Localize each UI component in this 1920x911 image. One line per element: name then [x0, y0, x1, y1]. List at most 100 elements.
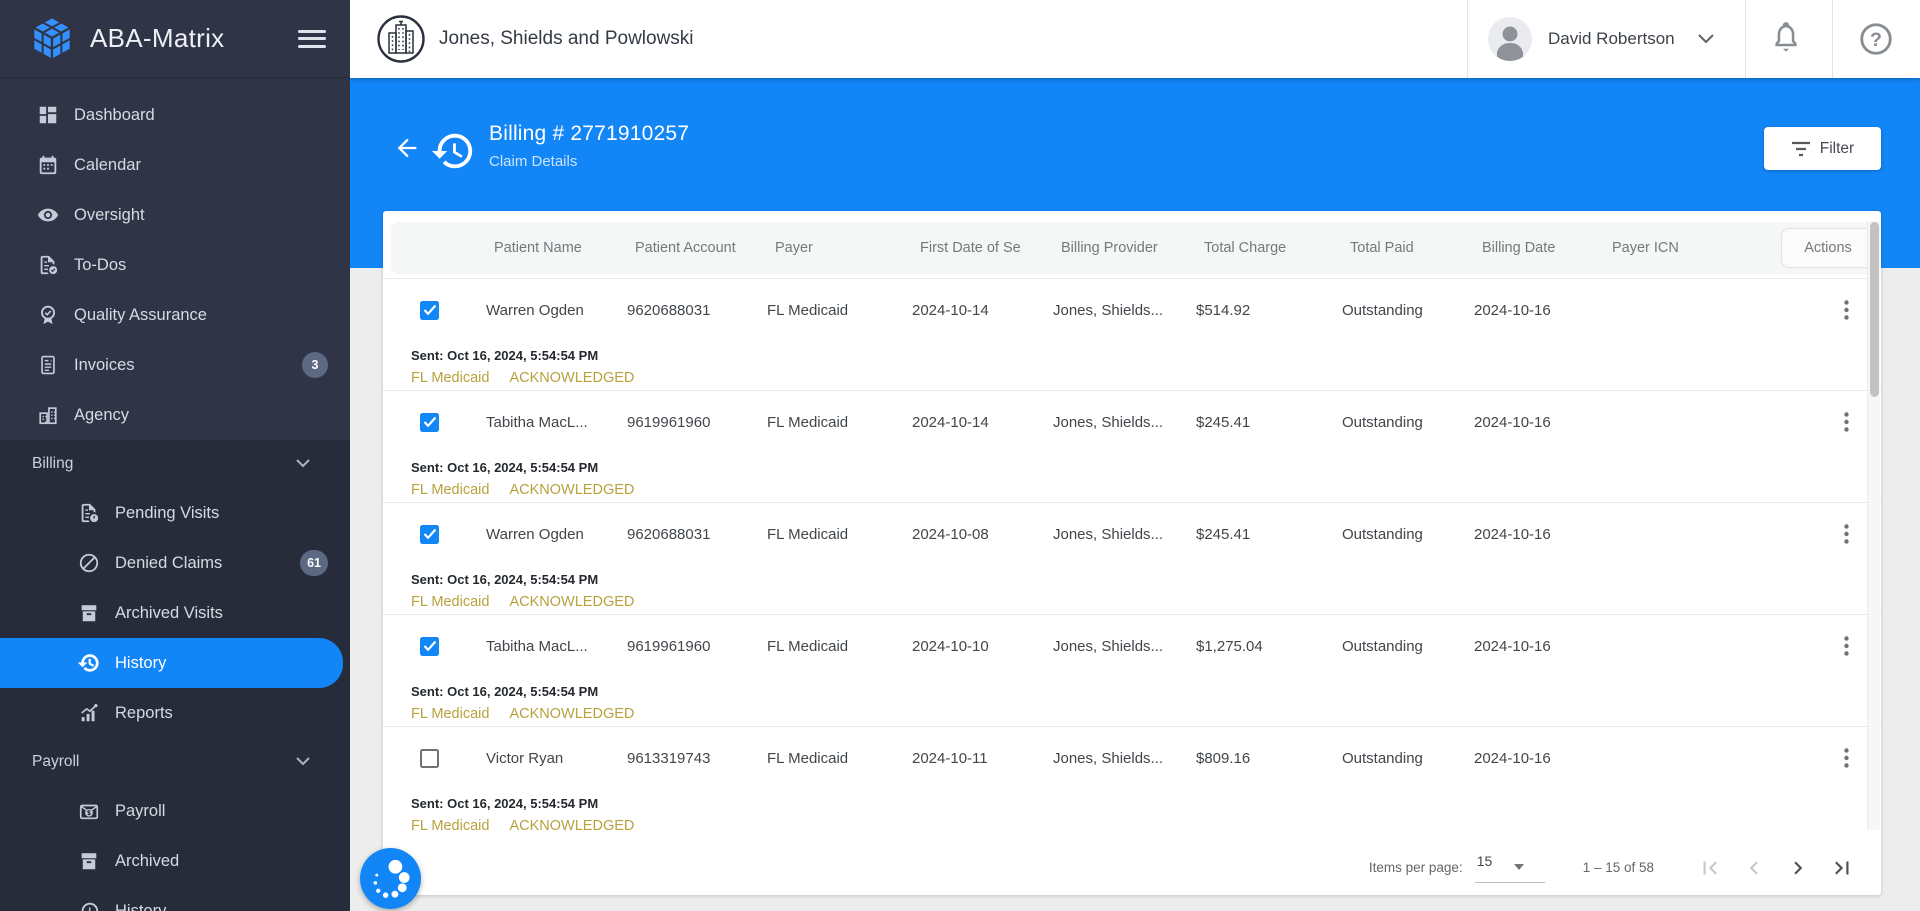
sidebar-item-label: History — [115, 653, 167, 672]
sidebar-section-billing: Billing Pending Visits Denied Claims 61 … — [0, 440, 350, 738]
sidebar-item-label: Quality Assurance — [74, 305, 207, 324]
first-page-button[interactable] — [1696, 854, 1724, 882]
row-checkbox-cell — [383, 300, 486, 320]
column-payer-icn: Payer ICN — [1612, 240, 1679, 256]
quality-badge-icon — [37, 304, 59, 326]
row-actions-menu-icon[interactable] — [1831, 407, 1861, 437]
cell-first-date-of-service: 2024-10-14 — [912, 301, 989, 319]
items-per-page-label: Items per page: — [1368, 860, 1463, 875]
section-label: Billing — [32, 455, 74, 472]
dashboard-icon — [37, 104, 59, 126]
row-actions-menu-icon[interactable] — [1831, 519, 1861, 549]
pagination-nav — [1696, 854, 1856, 882]
row-sent-timestamp: Sent: Oct 16, 2024, 5:54:54 PM — [411, 796, 599, 811]
chevron-down-icon — [1697, 33, 1715, 45]
sidebar-item-archived-visits[interactable]: Archived Visits — [0, 588, 350, 638]
table-scrollbar[interactable] — [1867, 221, 1880, 830]
row-checkbox[interactable] — [420, 748, 439, 768]
column-total-charge: Total Charge — [1204, 240, 1287, 256]
history-icon — [430, 128, 476, 174]
spinner-dots-icon — [373, 859, 410, 898]
items-per-page-value: 15 — [1476, 852, 1493, 869]
topbar-divider — [1745, 0, 1746, 78]
cell-total-paid: Outstanding — [1342, 525, 1423, 543]
payroll-section-toggle[interactable]: Payroll — [0, 738, 350, 786]
sidebar-item-payroll[interactable]: Payroll — [0, 786, 350, 836]
chat-widget-button[interactable] — [360, 848, 421, 909]
row-checkbox[interactable] — [420, 412, 439, 432]
sidebar-toggle-button[interactable] — [298, 28, 326, 50]
section-label: Payroll — [32, 753, 80, 770]
cell-first-date-of-service: 2024-10-11 — [912, 749, 988, 767]
sidebar-item-invoices[interactable]: Invoices 3 — [0, 340, 350, 390]
row-checkbox[interactable] — [420, 524, 439, 544]
sidebar-item-quality-assurance[interactable]: Quality Assurance — [0, 290, 350, 340]
invoices-badge: 3 — [302, 352, 328, 378]
cell-total-charge: $245.41 — [1196, 525, 1251, 543]
billing-section-toggle[interactable]: Billing — [0, 440, 350, 488]
cell-billing-provider: Jones, Shields... — [1053, 301, 1164, 319]
row-sent-timestamp: Sent: Oct 16, 2024, 5:54:54 PM — [411, 460, 599, 475]
row-actions-menu-icon[interactable] — [1831, 631, 1861, 661]
previous-page-button[interactable] — [1740, 854, 1768, 882]
cell-billing-provider: Jones, Shields... — [1053, 525, 1164, 543]
filter-icon — [1791, 141, 1810, 156]
cell-first-date-of-service: 2024-10-14 — [912, 413, 989, 431]
row-checkbox[interactable] — [420, 300, 439, 320]
sidebar-item-calendar[interactable]: Calendar — [0, 140, 350, 190]
row-actions-menu-icon[interactable] — [1831, 295, 1861, 325]
sidebar-item-label: Invoices — [74, 355, 135, 374]
sidebar-item-history[interactable]: History — [0, 638, 343, 688]
cell-patient-account: 9619961960 — [627, 413, 711, 431]
row-actions-cell — [1771, 407, 1867, 437]
next-page-button[interactable] — [1784, 854, 1812, 882]
sidebar-item-payroll-history[interactable]: History — [0, 886, 350, 911]
sidebar-item-label: Pending Visits — [115, 503, 220, 522]
cell-total-charge: $809.16 — [1196, 749, 1251, 767]
user-menu[interactable]: David Robertson — [1488, 17, 1715, 61]
filter-button[interactable]: Filter — [1764, 127, 1881, 170]
column-first-date-of-service: First Date of Se — [920, 240, 1021, 256]
invoice-icon — [37, 354, 59, 376]
sidebar-item-todos[interactable]: To-Dos — [0, 240, 350, 290]
back-button[interactable] — [393, 134, 421, 162]
actions-header-button[interactable]: Actions — [1781, 228, 1875, 268]
cell-billing-date: 2024-10-16 — [1474, 749, 1551, 767]
table-row-main: Warren Ogden 9620688031 FL Medicaid 2024… — [383, 279, 1881, 341]
row-sent-timestamp: Sent: Oct 16, 2024, 5:54:54 PM — [411, 348, 599, 363]
table-row: Warren Ogden 9620688031 FL Medicaid 2024… — [383, 502, 1881, 614]
sidebar-item-agency[interactable]: Agency — [0, 390, 350, 440]
sidebar-item-label: Oversight — [74, 205, 145, 224]
main-content: Billing # 2771910257 Claim Details Filte… — [350, 78, 1920, 911]
topbar: Jones, Shields and Powlowski David Rober… — [350, 0, 1920, 78]
row-checkbox-cell — [383, 524, 486, 544]
cell-billing-provider: Jones, Shields... — [1053, 413, 1164, 431]
sidebar-item-reports[interactable]: Reports — [0, 688, 350, 738]
page-title: Billing # 2771910257 — [489, 122, 690, 145]
pending-visits-icon — [78, 502, 100, 524]
sidebar-item-label: To-Dos — [74, 255, 127, 274]
sidebar-item-payroll-archived[interactable]: Archived — [0, 836, 350, 886]
topbar-divider — [1467, 0, 1468, 78]
row-status-payer: FL Medicaid — [411, 706, 490, 722]
pagination-bar: Items per page: 15 1 – 15 of 58 — [383, 830, 1881, 895]
sidebar-item-pending-visits[interactable]: Pending Visits — [0, 488, 350, 538]
archive-box-icon — [78, 850, 100, 872]
cell-total-paid: Outstanding — [1342, 301, 1423, 319]
items-per-page-select[interactable]: 15 — [1474, 852, 1545, 883]
scrollbar-thumb[interactable] — [1870, 222, 1879, 397]
row-checkbox[interactable] — [420, 636, 439, 656]
cell-total-paid: Outstanding — [1342, 749, 1423, 767]
sidebar-item-dashboard[interactable]: Dashboard — [0, 90, 350, 140]
sidebar-item-oversight[interactable]: Oversight — [0, 190, 350, 240]
row-actions-cell — [1771, 295, 1867, 325]
last-page-button[interactable] — [1828, 854, 1856, 882]
sidebar-item-denied-claims[interactable]: Denied Claims 61 — [0, 538, 350, 588]
row-actions-menu-icon[interactable] — [1831, 743, 1861, 773]
page-titles: Billing # 2771910257 Claim Details — [489, 122, 689, 170]
row-status-line: FL Medicaid ACKNOWLEDGED — [411, 595, 1881, 610]
svg-text:?: ? — [1870, 29, 1882, 51]
notifications-button[interactable] — [1768, 21, 1804, 57]
help-button[interactable]: ? — [1858, 21, 1894, 57]
sidebar: ABA-Matrix Dashboard Calendar Oversight … — [0, 0, 350, 911]
